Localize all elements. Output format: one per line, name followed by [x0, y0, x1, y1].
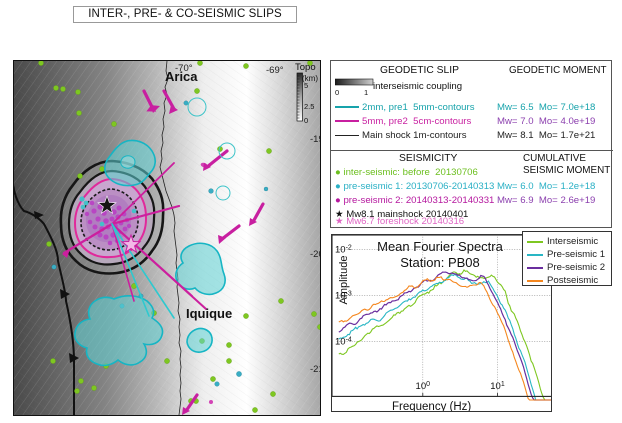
svg-text:Topo: Topo	[295, 62, 316, 73]
svg-text:10-4: 10-4	[335, 336, 352, 348]
svg-text:-19°: -19°	[310, 134, 320, 145]
svg-text:Mean Fourier Spectra: Mean Fourier Spectra	[377, 239, 503, 254]
svg-text:Iquique: Iquique	[186, 306, 232, 321]
svg-text:-20°: -20°	[310, 249, 320, 260]
svg-text:0: 0	[304, 116, 308, 125]
svg-text:100: 100	[416, 381, 431, 393]
svg-text:-69°: -69°	[266, 65, 284, 76]
svg-text:5: 5	[304, 81, 308, 90]
svg-text:-21°: -21°	[310, 364, 320, 375]
svg-text:Station: PB08: Station: PB08	[400, 255, 480, 270]
svg-text:101: 101	[490, 381, 505, 393]
svg-text:2.5: 2.5	[304, 102, 314, 111]
svg-text:-70°: -70°	[175, 63, 193, 74]
